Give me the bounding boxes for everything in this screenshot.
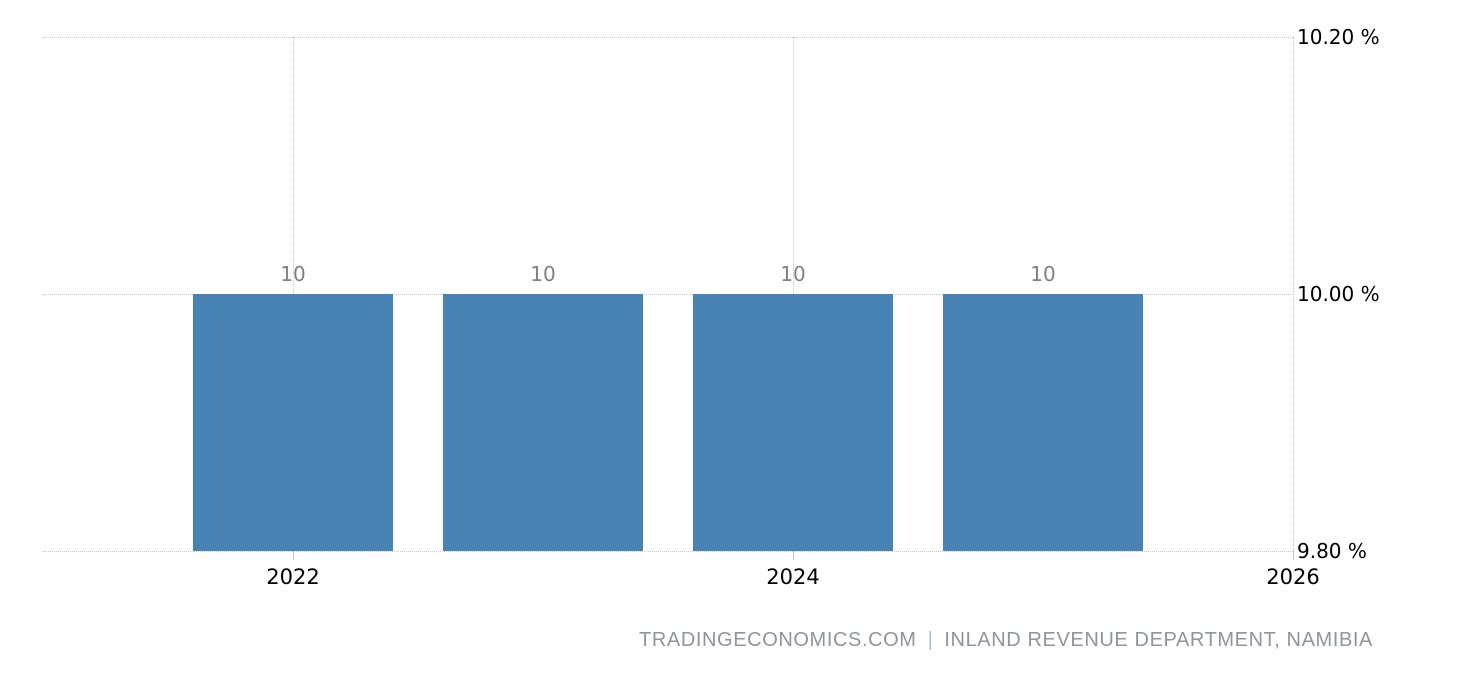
attribution: TRADINGECONOMICS.COM | INLAND REVENUE DEPA… <box>639 629 1373 652</box>
bar[interactable] <box>193 294 393 551</box>
gridline-horizontal <box>43 37 1293 38</box>
x-tick-label: 2022 <box>266 565 320 589</box>
gridline-horizontal <box>43 294 1293 295</box>
x-tick-label: 2024 <box>766 565 820 589</box>
gridline-horizontal <box>43 551 1293 552</box>
bar[interactable] <box>943 294 1143 551</box>
bar-value-label: 10 <box>780 262 806 286</box>
attribution-provider: INLAND REVENUE DEPARTMENT, NAMIBIA <box>944 629 1373 651</box>
attribution-source: TRADINGECONOMICS.COM <box>639 629 917 651</box>
bar-value-label: 10 <box>280 262 306 286</box>
y-axis-labels: 10.20 % 10.00 % 9.80 % <box>1297 25 1457 563</box>
y-tick-label: 10.00 % <box>1297 282 1380 306</box>
x-tick-label: 2026 <box>1266 565 1320 589</box>
x-tick-mark <box>793 551 794 560</box>
bar-value-label: 10 <box>530 262 556 286</box>
x-tick-mark <box>293 551 294 560</box>
y-tick-label: 10.20 % <box>1297 25 1380 49</box>
bar[interactable] <box>693 294 893 551</box>
gridline-vertical <box>1293 37 1294 551</box>
bar[interactable] <box>443 294 643 551</box>
plot-area: 10 10 10 10 <box>43 37 1294 560</box>
bar-value-label: 10 <box>1030 262 1056 286</box>
y-tick-label: 9.80 % <box>1297 539 1367 563</box>
attribution-separator: | <box>927 629 934 651</box>
x-axis-labels: 2022 2024 2026 <box>43 551 1319 593</box>
x-tick-mark <box>1293 551 1294 560</box>
